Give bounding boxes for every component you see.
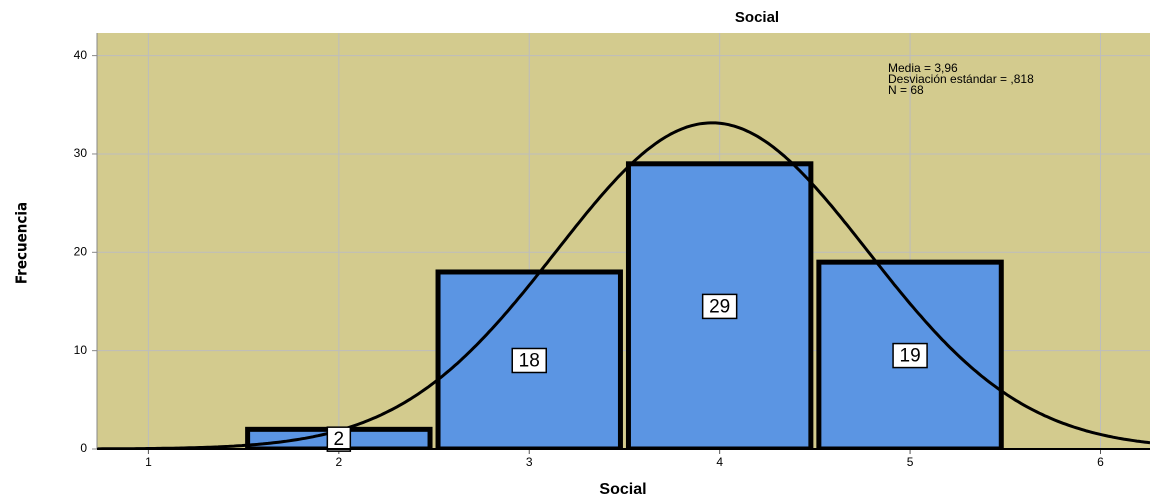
data-label: 19 xyxy=(900,346,921,367)
data-label-box xyxy=(511,347,547,374)
normal-curve xyxy=(97,121,1150,449)
stats-label: Media = 3,96 xyxy=(888,61,958,75)
stats-label: Desviación estándar = ,818 xyxy=(888,72,1034,86)
y-tick-label: 0 xyxy=(80,441,87,455)
y-axis-label: Frecuencia xyxy=(13,202,31,284)
stats-label: N = 68 xyxy=(888,83,924,97)
data-label: 18 xyxy=(519,351,540,372)
data-label-box xyxy=(892,342,928,369)
x-tick-label: 3 xyxy=(526,455,533,469)
y-tick-label: 20 xyxy=(74,244,88,258)
data-label-box xyxy=(326,426,352,452)
y-tick-label: 40 xyxy=(74,48,88,62)
x-tick-label: 6 xyxy=(1097,455,1104,469)
x-tick-label: 1 xyxy=(145,455,152,469)
x-tick-label: 5 xyxy=(907,455,914,469)
x-axis-label: Social xyxy=(599,481,646,498)
chart-title: Social xyxy=(735,9,779,26)
y-tick-label: 10 xyxy=(74,343,88,357)
x-tick-label: 2 xyxy=(335,455,342,469)
x-tick-label: 4 xyxy=(716,455,723,469)
data-label: 29 xyxy=(709,296,730,317)
data-label: 2 xyxy=(334,429,345,450)
data-label-box xyxy=(701,293,738,320)
y-tick-label: 30 xyxy=(74,146,88,160)
